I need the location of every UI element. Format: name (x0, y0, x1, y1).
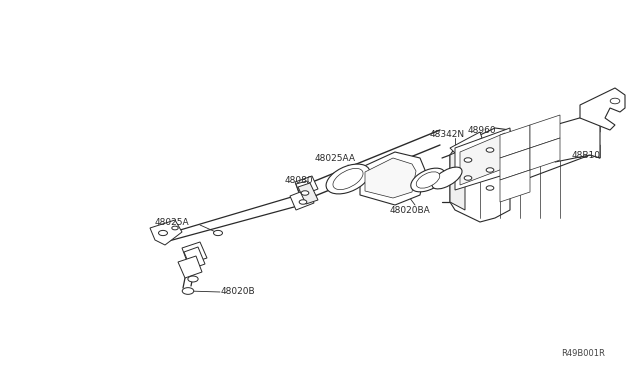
Polygon shape (184, 247, 205, 269)
Circle shape (172, 226, 178, 230)
Polygon shape (500, 148, 530, 180)
Polygon shape (290, 189, 314, 210)
Circle shape (301, 191, 309, 195)
Circle shape (486, 186, 494, 190)
Circle shape (214, 230, 223, 235)
Polygon shape (555, 115, 600, 162)
Polygon shape (150, 220, 182, 245)
Polygon shape (580, 88, 625, 130)
Polygon shape (450, 148, 465, 210)
Text: R49B001R: R49B001R (561, 349, 605, 358)
Text: 48025A: 48025A (155, 218, 189, 227)
Polygon shape (455, 128, 510, 190)
Circle shape (182, 288, 194, 294)
Polygon shape (182, 242, 207, 264)
Ellipse shape (333, 169, 363, 190)
Polygon shape (178, 256, 202, 278)
Circle shape (159, 230, 168, 235)
Text: 48025AA: 48025AA (315, 154, 356, 163)
Text: 48020BA: 48020BA (390, 205, 431, 215)
Polygon shape (295, 176, 318, 196)
Polygon shape (460, 133, 505, 185)
Text: 48B10: 48B10 (572, 151, 601, 160)
Ellipse shape (411, 168, 445, 192)
Circle shape (188, 276, 198, 282)
Polygon shape (450, 115, 600, 222)
Polygon shape (500, 170, 530, 202)
Circle shape (486, 168, 494, 172)
Polygon shape (530, 138, 560, 170)
Circle shape (486, 148, 494, 152)
Text: 48020B: 48020B (221, 288, 255, 296)
Circle shape (464, 158, 472, 162)
Polygon shape (360, 152, 425, 205)
Circle shape (464, 176, 472, 180)
Ellipse shape (416, 172, 440, 188)
Text: 48342N: 48342N (430, 129, 465, 138)
Ellipse shape (432, 167, 462, 189)
Polygon shape (530, 115, 560, 148)
Ellipse shape (610, 98, 620, 104)
Text: 48080: 48080 (285, 176, 314, 185)
Polygon shape (296, 181, 314, 200)
Polygon shape (298, 183, 318, 204)
Polygon shape (500, 125, 530, 158)
Text: 48960: 48960 (468, 125, 497, 135)
Polygon shape (450, 132, 482, 153)
Polygon shape (365, 158, 416, 198)
Circle shape (299, 200, 307, 204)
Ellipse shape (326, 164, 370, 194)
